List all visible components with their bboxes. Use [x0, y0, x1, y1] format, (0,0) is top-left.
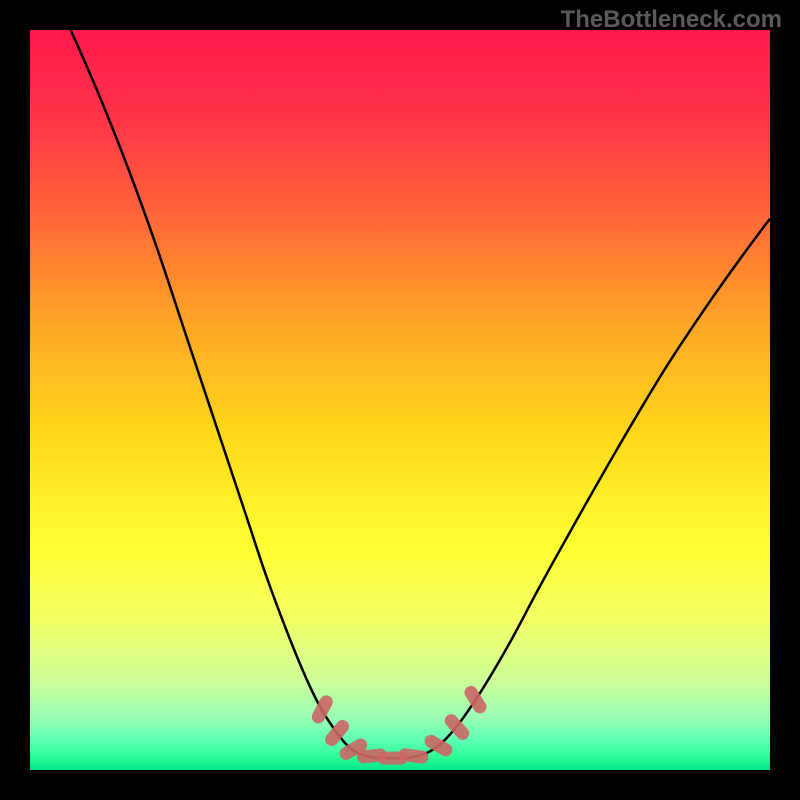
watermark-text: TheBottleneck.com [561, 6, 782, 34]
plot-background-gradient [30, 30, 770, 770]
chart-canvas: TheBottleneck.com [0, 0, 800, 800]
